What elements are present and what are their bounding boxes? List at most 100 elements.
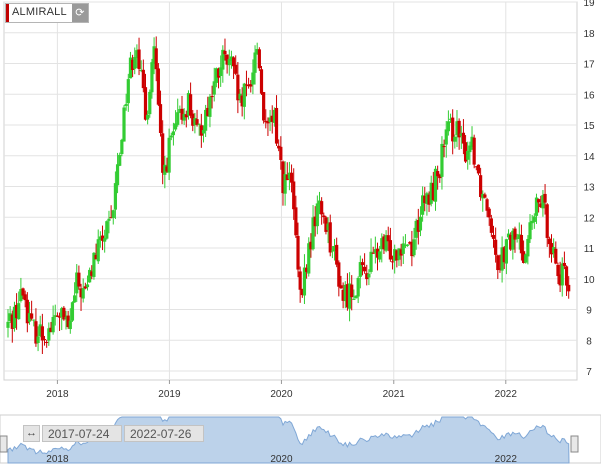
candle-up [453, 136, 457, 142]
candle-up [47, 328, 51, 341]
x-tick-label: 2020 [270, 389, 293, 400]
y-tick-label: 17 [583, 60, 595, 71]
candle-down [438, 175, 442, 179]
range-toggle-icon[interactable]: ↔ [23, 425, 40, 442]
candle-down [281, 161, 285, 194]
refresh-icon[interactable]: ⟳ [71, 4, 88, 22]
candle-down [539, 203, 543, 208]
candle-down [498, 268, 502, 270]
candle-up [208, 96, 212, 117]
candle-up [219, 67, 223, 76]
candle-down [277, 145, 281, 149]
candle-down [130, 59, 135, 70]
candle-down [371, 252, 375, 254]
candle-up [176, 112, 180, 125]
candle-down [296, 235, 300, 270]
candle-down [206, 107, 210, 117]
candle-up [38, 324, 42, 336]
candle-up [412, 239, 416, 256]
symbol-color-flag [6, 4, 9, 22]
candle-up [204, 109, 208, 131]
candle-down [519, 234, 524, 254]
candle-up [238, 93, 242, 100]
candle-up [251, 72, 255, 85]
candle-down [549, 243, 554, 255]
x-tick-label: 2021 [383, 389, 406, 400]
candle-up [524, 254, 528, 263]
candle-up [380, 238, 384, 250]
y-tick-label: 9 [586, 306, 592, 317]
range-start-input[interactable]: 2017-07-24 [42, 425, 122, 442]
navigator-handle-right[interactable] [570, 435, 579, 453]
candle-down [100, 235, 105, 241]
candle-up [401, 243, 405, 254]
candle-up [440, 143, 444, 177]
candle-down [451, 117, 455, 142]
candle-up [128, 57, 133, 79]
candle-up [197, 123, 201, 125]
candle-down [521, 251, 526, 263]
candle-up [315, 203, 319, 227]
y-tick-label: 18 [583, 29, 595, 40]
candle-up [500, 247, 504, 271]
candle-down [266, 121, 270, 124]
candle-down [556, 264, 560, 277]
candle-down [390, 261, 395, 263]
candle-down [399, 249, 403, 256]
candle-up [287, 172, 292, 179]
navigator-handle-left[interactable] [0, 435, 8, 453]
candle-up [433, 168, 438, 202]
candle-up [367, 273, 371, 278]
candle-down [363, 266, 367, 272]
y-tick-label: 14 [583, 152, 595, 163]
candle-down [294, 207, 298, 236]
x-tick-label: 2019 [158, 389, 181, 400]
candle-up [418, 216, 423, 231]
candle-down [161, 133, 165, 173]
candle-down [320, 201, 324, 215]
candle-down [496, 255, 500, 271]
candle-down [313, 216, 317, 227]
candle-down [479, 175, 483, 198]
candle-down [309, 241, 313, 250]
candle-up [405, 244, 410, 246]
candle-down [90, 271, 94, 276]
x-tick-label: 2022 [495, 389, 518, 400]
candle-down [423, 195, 427, 203]
candle-down [285, 174, 289, 181]
candle-down [274, 107, 279, 144]
candle-up [70, 302, 75, 321]
symbol-selector[interactable]: ALMIRALL ⟳ [5, 3, 89, 23]
candle-down [543, 193, 547, 203]
candle-down [270, 115, 274, 122]
candle-up [455, 121, 459, 135]
candle-down [55, 315, 60, 317]
candle-up [113, 183, 118, 210]
candle-down [199, 125, 203, 136]
y-tick-label: 15 [583, 121, 595, 132]
navigator-tick-label: 2018 [46, 454, 69, 465]
candle-down [249, 84, 253, 87]
candle-up [560, 263, 564, 286]
candle-up [227, 59, 231, 66]
candle-down [476, 164, 481, 174]
candle-down [49, 327, 53, 332]
y-tick-label: 8 [586, 336, 592, 347]
candle-up [283, 174, 287, 194]
navigator-tick-label: 2022 [495, 454, 518, 465]
candle-up [17, 303, 21, 320]
candle-down [216, 68, 221, 78]
candle-down [180, 108, 184, 120]
candle-up [421, 195, 425, 215]
range-end-input[interactable]: 2022-07-26 [124, 425, 204, 442]
candle-up [32, 319, 36, 321]
candle-up [468, 145, 472, 153]
candle-up [532, 216, 536, 222]
candle-down [57, 316, 62, 318]
candle-up [201, 130, 206, 134]
candle-down [289, 172, 294, 183]
candle-down [509, 234, 513, 250]
candle-up [517, 234, 521, 240]
candle-down [300, 289, 304, 296]
navigator-tick-label: 2020 [270, 454, 293, 465]
